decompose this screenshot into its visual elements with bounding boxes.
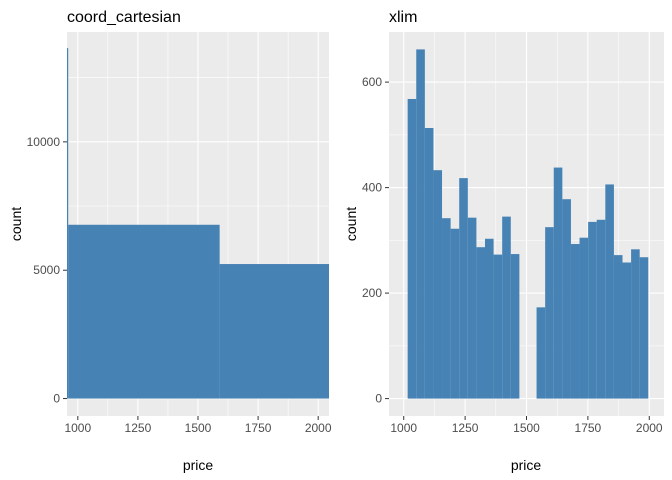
histogram-bar [68,224,220,399]
y-axis-ticks: 0 5000 10000 [27,135,67,406]
histogram-bar [416,49,425,399]
x-tick-label: 1000 [390,421,417,435]
histogram-bar [562,199,571,399]
x-tick-label: 2000 [636,421,663,435]
panel-coord-cartesian: coord_cartesian 1000 1250 1500 1750 2000 0 50… [8,9,332,473]
x-tick-label: 1750 [245,421,272,435]
y-tick-label: 0 [53,392,60,406]
histogram-bar [510,254,520,399]
x-tick-label: 1500 [185,421,212,435]
histogram-bar [459,178,468,399]
histogram-bar [622,262,632,399]
histogram-bar [545,227,554,399]
histogram-bar [467,217,477,399]
y-tick-label: 5000 [33,263,60,277]
y-tick-label: 0 [375,392,382,406]
histogram-bar [67,48,69,399]
panel-xlim: xlim 1000 1250 1500 1750 2000 0 200 400 600 pri… [343,9,664,473]
histogram-bar [424,128,434,399]
histogram-bar [219,264,329,399]
y-tick-label: 400 [362,181,382,195]
histogram-bar [407,98,417,399]
y-tick-label: 200 [362,286,382,300]
x-tick-label: 1000 [64,421,91,435]
y-axis-label: count [8,207,24,241]
histogram-bar [493,254,503,399]
histogram-bar [588,221,597,399]
x-axis-ticks: 1000 1250 1500 1750 2000 [390,416,663,435]
histogram-bar [476,247,486,399]
histogram-bar [485,238,494,399]
histogram-bar [536,307,546,399]
histogram-bar [631,249,640,399]
histogram-bar [570,244,580,399]
y-tick-label: 600 [362,75,382,89]
x-tick-label: 1750 [575,421,602,435]
histogram-bar [613,255,623,399]
panel-title: xlim [389,9,417,26]
x-axis-label: price [183,457,214,473]
histogram-bar [433,170,443,399]
bars [67,48,329,399]
y-axis-label: count [343,207,359,241]
histogram-bar [442,218,451,399]
x-tick-label: 2000 [305,421,332,435]
panel-title: coord_cartesian [67,9,181,26]
histogram-bar [605,184,614,399]
x-tick-label: 1500 [513,421,540,435]
histogram-bar [579,237,589,399]
histogram-bar [596,219,606,399]
histogram-bar [450,228,460,399]
y-tick-label: 10000 [27,135,61,149]
bars [407,49,649,399]
x-axis-label: price [511,457,542,473]
y-axis-ticks: 0 200 400 600 [362,75,389,406]
x-tick-label: 1250 [452,421,479,435]
histogram-bar [502,216,511,399]
x-axis-ticks: 1000 1250 1500 1750 2000 [64,416,332,435]
x-tick-label: 1250 [125,421,152,435]
histogram-bar [639,257,649,399]
histogram-bar [553,167,563,399]
